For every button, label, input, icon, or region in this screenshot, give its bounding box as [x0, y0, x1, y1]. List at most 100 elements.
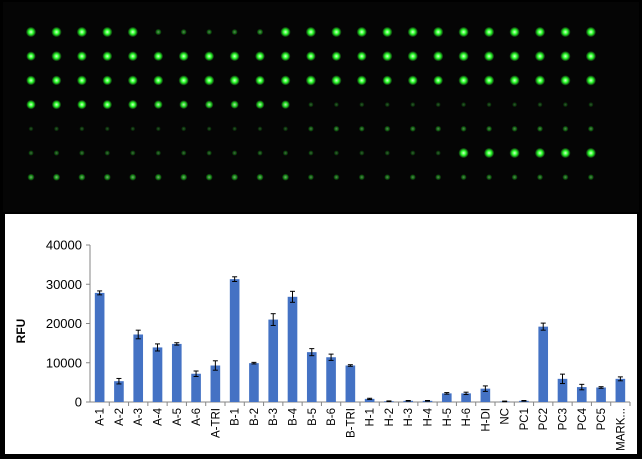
y-tick-label: 40000: [46, 238, 82, 253]
array-spot: [281, 173, 290, 181]
array-spot: [511, 174, 518, 181]
bar: [364, 398, 375, 402]
array-spot: [333, 102, 339, 108]
array-spot: [307, 125, 314, 132]
array-spot: [587, 174, 595, 181]
array-spot: [76, 51, 87, 62]
array-spot: [53, 150, 60, 156]
array-spot: [204, 75, 215, 86]
array-spot: [102, 75, 113, 86]
bar: [345, 365, 356, 402]
array-spot: [585, 75, 597, 86]
array-spot: [435, 174, 442, 181]
array-spot: [155, 150, 162, 156]
x-tick-label: B-4: [288, 407, 300, 426]
x-tick-label: A-2: [114, 408, 126, 426]
bar: [191, 373, 201, 402]
array-spot: [255, 75, 265, 86]
array-spot: [486, 102, 492, 108]
array-spot: [509, 51, 520, 62]
y-tick-label: 0: [75, 395, 82, 410]
array-spot: [384, 125, 391, 132]
array-spot: [356, 51, 367, 62]
array-spot: [509, 147, 520, 159]
array-spot: [51, 99, 62, 110]
array-spot: [280, 75, 291, 86]
x-tick-label: H-1: [365, 408, 377, 427]
array-spot: [78, 173, 86, 181]
x-tick-label: A-6: [191, 408, 203, 426]
bar: [538, 326, 549, 402]
array-spot: [256, 28, 264, 36]
array-spot: [587, 125, 595, 132]
array-spot: [79, 126, 85, 132]
array-spot: [585, 26, 597, 38]
x-tick-label: A-TRI: [210, 408, 222, 438]
array-spot: [104, 126, 110, 132]
array-spot: [130, 126, 136, 132]
array-spot: [180, 173, 188, 181]
array-spot: [51, 26, 62, 38]
array-spot: [127, 75, 138, 86]
array-spot: [410, 102, 416, 108]
array-spot: [458, 147, 469, 159]
array-spot: [179, 100, 189, 110]
array-spot: [153, 100, 163, 110]
array-spot: [460, 174, 467, 181]
array-spot: [178, 51, 189, 62]
array-spot: [53, 126, 60, 132]
array-spot: [486, 174, 493, 181]
array-spot: [585, 147, 597, 159]
x-tick-label: B-3: [268, 408, 280, 426]
array-spot: [155, 126, 161, 132]
array-spot: [76, 26, 88, 38]
x-tick-label: A-3: [133, 408, 145, 426]
bar: [596, 387, 606, 402]
array-spot: [359, 102, 365, 108]
array-spot: [127, 51, 138, 62]
array-spot: [282, 126, 289, 132]
array-spot: [282, 150, 289, 156]
array-spot: [560, 75, 571, 86]
array-spot: [305, 26, 317, 38]
array-spot: [382, 51, 393, 62]
array-spot: [331, 51, 342, 62]
array-spot: [204, 100, 214, 109]
array-spot: [486, 125, 493, 132]
bar: [287, 296, 298, 402]
bar-chart: RFU 0 10000 20000 30000 40000 A-1 A-2 A-3 A-4 A-5…: [5, 214, 637, 454]
array-spot: [382, 26, 393, 38]
bar: [326, 357, 336, 402]
array-spot: [458, 75, 469, 86]
bar: [306, 352, 317, 402]
bar: [229, 279, 240, 402]
x-tick-label: H-3: [403, 408, 415, 427]
x-tick-label: H-4: [423, 407, 435, 426]
array-spot: [433, 51, 444, 62]
array-spot: [180, 150, 187, 156]
x-tick-label: PC1: [519, 408, 531, 430]
array-spot: [205, 173, 213, 181]
bar: [557, 378, 568, 402]
array-spot: [512, 102, 518, 108]
array-spot: [509, 26, 520, 38]
x-tick-label: B-6: [326, 408, 338, 426]
array-spot: [51, 75, 62, 86]
array-spot: [483, 51, 495, 62]
array-spot: [281, 100, 290, 110]
array-spot: [229, 51, 240, 62]
array-spot: [155, 28, 162, 36]
array-spot: [534, 75, 546, 86]
array-spot: [102, 26, 113, 38]
array-spot: [534, 51, 546, 62]
array-spot: [359, 150, 365, 156]
array-spot: [255, 51, 265, 62]
array-spot: [407, 75, 418, 86]
bar: [210, 365, 221, 402]
array-spot: [358, 174, 365, 181]
array-spot: [307, 174, 314, 181]
array-spot: [511, 125, 518, 132]
array-spot: [356, 75, 367, 86]
array-spot: [384, 150, 390, 156]
